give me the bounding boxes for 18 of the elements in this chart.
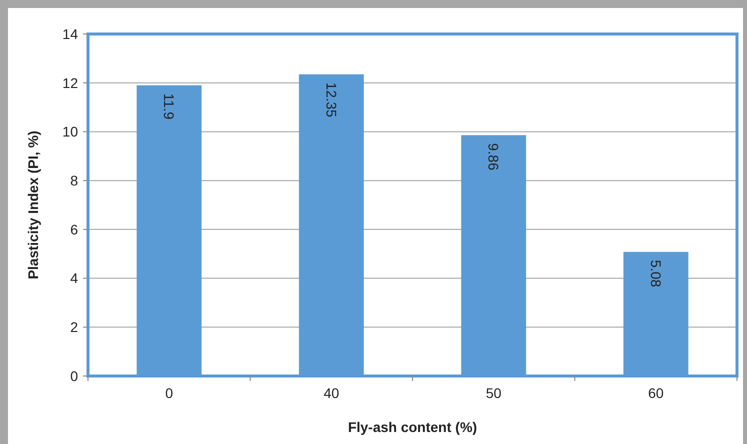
y-tick-label: 4 bbox=[70, 270, 78, 286]
y-tick-label: 0 bbox=[70, 368, 78, 384]
data-label: 11.9 bbox=[161, 93, 178, 120]
y-axis-title: Plasticity Index (PI, %) bbox=[25, 130, 41, 280]
y-tick-label: 6 bbox=[70, 221, 78, 238]
data-label: 9.86 bbox=[486, 143, 502, 171]
x-axis-title: Fly-ash content (%) bbox=[348, 419, 478, 435]
x-tick-label: 0 bbox=[165, 385, 174, 401]
y-tick-label: 12 bbox=[62, 74, 78, 91]
y-tick-label: 2 bbox=[70, 319, 78, 336]
data-label: 12.35 bbox=[323, 82, 340, 118]
y-tick-label: 14 bbox=[62, 26, 78, 42]
y-tick-label: 8 bbox=[70, 172, 78, 188]
x-tick-label: 60 bbox=[648, 385, 664, 401]
y-tick-label: 10 bbox=[62, 124, 78, 140]
data-label: 5.08 bbox=[648, 260, 664, 288]
x-tick-label: 50 bbox=[486, 385, 502, 401]
x-tick-label: 40 bbox=[324, 385, 340, 401]
